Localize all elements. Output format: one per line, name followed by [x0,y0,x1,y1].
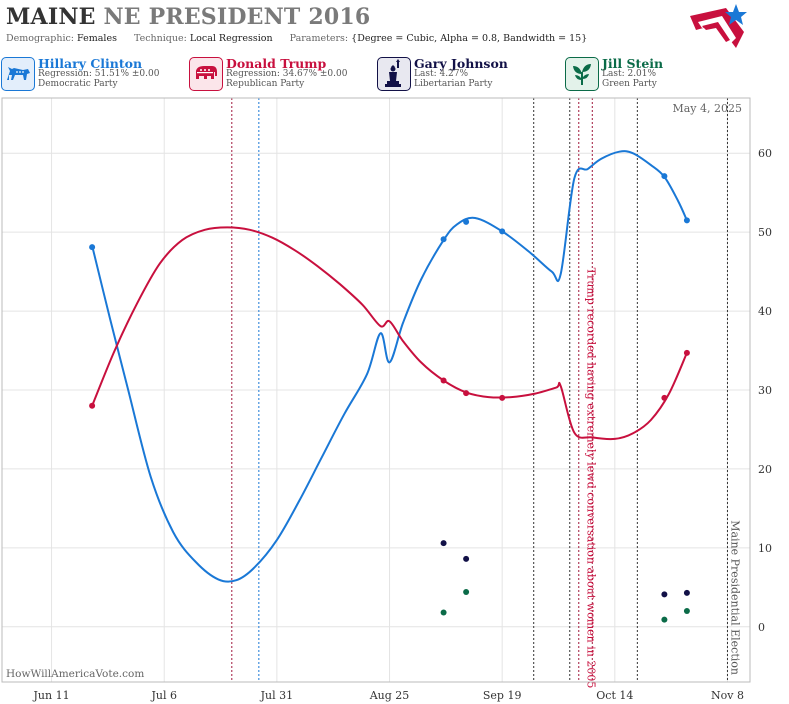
poll-point-0 [89,244,96,251]
poll-point-1 [89,402,96,409]
candidate-party: Libertarian Party [414,79,493,89]
technique-value: Local Regression [189,33,273,44]
x-tick-label: Jul 31 [260,689,294,702]
page-title: MAINE NE PRESIDENT 2016 [6,4,370,30]
series-lines [91,150,688,583]
poll-point-1 [661,394,668,401]
event-annotation: Trump recorded having extremely lewd con… [584,268,597,689]
x-tick-label: Aug 25 [369,689,410,702]
poll-point-0 [499,228,506,235]
poll-point-3 [463,589,470,596]
parameters-value: {Degree = Cubic, Alpha = 0.8, Bandwidth … [351,33,588,44]
y-tick-label: 10 [758,542,772,555]
elephant-icon [189,57,223,91]
state-name: MAINE [6,4,96,30]
x-tick-label: Oct 14 [596,689,633,702]
statue-of-liberty-icon [377,57,411,91]
event-annotations: Trump recorded having extremely lewd con… [584,268,741,689]
legend-item-johnson: Gary Johnson Last: 4.27% Libertarian Par… [376,54,564,92]
header: MAINE NE PRESIDENT 2016 Demographic: Fem… [0,0,789,52]
poll-point-2 [661,591,668,598]
candidate-party: Democratic Party [38,79,118,89]
poll-regression-chart: Trump recorded having extremely lewd con… [1,97,772,702]
poll-point-2 [440,540,447,547]
series-line-1 [91,226,688,441]
x-tick-label: Jun 11 [33,689,70,702]
candidate-stat: Regression: 51.51% ±0.00 [38,69,160,79]
candidate-party: Republican Party [226,79,305,89]
legend-item-clinton: Hillary Clinton Regression: 51.51% ±0.00… [0,54,188,92]
poll-point-3 [440,609,447,616]
technique-label: Technique: [133,33,187,44]
poll-point-3 [661,616,668,623]
x-tick-label: Sep 19 [483,689,522,702]
site-credit: HowWillAmericaVote.com [6,668,145,680]
chart-axes: 0 10 20 30 40 50 60 Jun 11 Jul 6 Jul 31 Aug 25 Sep … [1,97,772,702]
y-tick-label: 0 [758,621,765,634]
series-line-0 [91,150,688,583]
x-tick-label: Jul 6 [150,689,177,702]
site-logo [690,4,747,48]
poll-point-1 [499,394,506,401]
poll-point-2 [463,555,470,562]
poll-points [89,173,690,623]
y-tick-label: 60 [758,147,772,160]
poll-point-3 [683,607,690,614]
poll-point-1 [463,390,470,397]
y-tick-label: 30 [758,384,772,397]
race-name: NE PRESIDENT 2016 [103,4,371,30]
poll-point-2 [683,589,690,596]
chart-date-label: May 4, 2025 [672,102,742,115]
poll-point-0 [463,218,470,225]
plot-border [1,97,751,683]
subtitle: Demographic: Females Technique: Local Re… [6,33,601,44]
legend-item-trump: Donald Trump Regression: 34.67% ±0.00 Re… [188,54,376,92]
candidate-name: Hillary Clinton [38,56,143,71]
donkey-icon [1,57,35,91]
poll-point-1 [683,349,690,356]
legend-item-stein: Jill Stein Last: 2.01% Green Party [564,54,752,92]
candidate-stat: Regression: 34.67% ±0.00 [226,69,348,79]
poll-point-0 [661,173,668,180]
green-plant-icon [565,57,599,91]
chart-grid [2,98,750,682]
candidate-name: Jill Stein [602,56,664,71]
parameters-label: Parameters: [289,33,349,44]
y-tick-label: 40 [758,305,772,318]
poll-point-0 [440,236,447,243]
demographic-value: Females [77,33,117,44]
candidate-name: Donald Trump [226,56,327,71]
poll-point-1 [440,377,447,384]
x-tick-label: Nov 8 [711,689,744,702]
demographic-label: Demographic: [6,33,75,44]
candidate-party: Green Party [602,79,657,89]
candidate-stat: Last: 4.27% [414,69,469,79]
candidate-name: Gary Johnson [414,56,508,71]
candidate-stat: Last: 2.01% [602,69,657,79]
event-annotation: Maine Presidential Election [728,520,741,675]
y-tick-label: 50 [758,226,772,239]
poll-point-0 [683,217,690,224]
event-lines [231,98,728,682]
y-tick-label: 20 [758,463,772,476]
candidate-legend: Hillary Clinton Regression: 51.51% ±0.00… [0,54,789,94]
